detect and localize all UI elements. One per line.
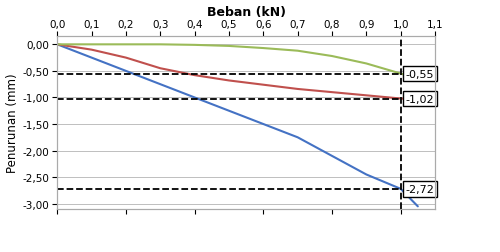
- 75/150: [260, 47, 266, 50]
- Line: 75/100: 75/100: [57, 45, 418, 101]
- X-axis label: Beban (kN): Beban (kN): [206, 6, 286, 18]
- 75/100: [192, 74, 198, 77]
- 75/150: [398, 73, 404, 76]
- 75/0: [192, 97, 198, 100]
- 75/150: [123, 44, 129, 47]
- 75/150: [192, 44, 198, 47]
- 75/0: [158, 83, 164, 86]
- 75/150: [294, 50, 300, 53]
- 75/150: [158, 44, 164, 47]
- Line: 75/150: 75/150: [57, 45, 418, 80]
- 75/0: [54, 44, 60, 47]
- Text: -1,02: -1,02: [406, 94, 434, 104]
- 75/0: [260, 123, 266, 126]
- 75/150: [226, 45, 232, 48]
- 75/150: [329, 55, 335, 58]
- Text: -2,72: -2,72: [406, 184, 434, 194]
- 75/0: [398, 187, 404, 191]
- 75/100: [329, 91, 335, 94]
- Line: 75/0: 75/0: [57, 45, 418, 207]
- 75/150: [415, 78, 421, 81]
- 75/150: [88, 44, 94, 47]
- 75/100: [260, 84, 266, 87]
- 75/100: [158, 68, 164, 71]
- 75/100: [226, 80, 232, 83]
- 75/0: [88, 57, 94, 60]
- 75/0: [329, 155, 335, 158]
- 75/0: [226, 110, 232, 113]
- 75/0: [415, 205, 421, 208]
- 75/100: [364, 94, 370, 98]
- Text: -0,55: -0,55: [406, 69, 434, 79]
- 75/0: [123, 70, 129, 73]
- Y-axis label: Penurunan (mm): Penurunan (mm): [6, 74, 18, 173]
- 75/150: [54, 44, 60, 47]
- 75/100: [415, 99, 421, 102]
- 75/100: [88, 49, 94, 52]
- 75/100: [398, 98, 404, 101]
- 75/100: [294, 88, 300, 91]
- Legend: 75/0, 75/100, 75/150: 75/0, 75/100, 75/150: [63, 250, 318, 252]
- 75/100: [123, 57, 129, 60]
- 75/0: [294, 136, 300, 139]
- 75/150: [364, 63, 370, 66]
- 75/100: [54, 44, 60, 47]
- 75/0: [364, 173, 370, 176]
